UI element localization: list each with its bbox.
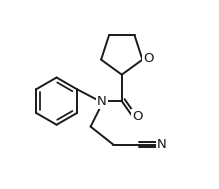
Text: N: N bbox=[97, 95, 107, 108]
Text: O: O bbox=[143, 52, 153, 65]
Text: N: N bbox=[157, 138, 167, 151]
Text: O: O bbox=[132, 110, 143, 123]
